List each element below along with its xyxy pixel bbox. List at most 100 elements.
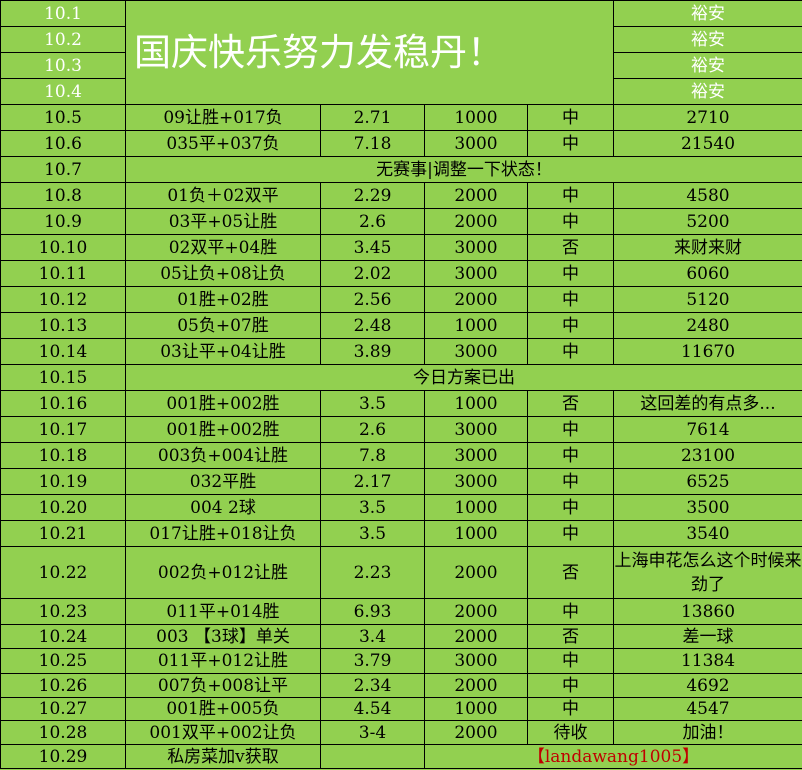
table-row: 10.11 05让负+08让负 2.02 3000 中 6060 [0, 260, 802, 287]
note-cell: 裕安 [613, 0, 802, 27]
stake-cell: 1000 [424, 104, 528, 131]
result-cell: 中 [527, 520, 614, 547]
odds-cell: 7.8 [320, 442, 425, 469]
stake-cell: 3000 [424, 260, 528, 287]
result-cell: 中 [527, 312, 614, 339]
date-cell: 10.13 [0, 312, 126, 339]
odds-cell: 2.56 [320, 286, 425, 313]
stake-cell: 3000 [424, 234, 528, 261]
odds-cell: 2.34 [320, 673, 425, 698]
pick-cell: 05负+07胜 [125, 312, 321, 339]
return-cell: 这回差的有点多... [613, 390, 802, 417]
return-cell: 2710 [613, 104, 802, 131]
date-cell: 10.21 [0, 520, 126, 547]
date-cell: 10.29 [0, 744, 126, 769]
stake-cell: 3000 [424, 130, 528, 157]
note-cell: 裕安 [613, 52, 802, 79]
merged-note-cell: 今日方案已出 [125, 364, 802, 391]
result-cell: 中 [527, 648, 614, 674]
table-row: 10.23 011平+014胜 6.93 2000 中 13860 [0, 598, 802, 625]
date-cell: 10.2 [0, 26, 126, 53]
odds-cell: 3.4 [320, 624, 425, 649]
pick-cell: 01胜+02胜 [125, 286, 321, 313]
odds-cell: 6.93 [320, 598, 425, 625]
return-cell: 11384 [613, 648, 802, 674]
return-cell: 差一球 [613, 624, 802, 649]
stake-cell: 1000 [424, 390, 528, 417]
date-cell: 10.18 [0, 442, 126, 469]
date-cell: 10.25 [0, 648, 126, 674]
stake-cell: 2000 [424, 208, 528, 235]
result-cell: 中 [527, 442, 614, 469]
return-cell: 3540 [613, 520, 802, 547]
date-cell: 10.28 [0, 720, 126, 745]
date-cell: 10.22 [0, 546, 126, 599]
table-row: 10.12 01胜+02胜 2.56 2000 中 5120 [0, 286, 802, 313]
stake-cell: 3000 [424, 648, 528, 674]
pick-cell: 001胜+005负 [125, 697, 321, 721]
table-row: 10.24 003 【3球】单关 3.4 2000 否差一球 [0, 624, 802, 649]
odds-cell: 2.71 [320, 104, 425, 131]
date-cell: 10.20 [0, 494, 126, 521]
return-cell: 加油！ [613, 720, 802, 745]
date-cell: 10.12 [0, 286, 126, 313]
result-cell: 中 [527, 130, 614, 157]
date-cell: 10.24 [0, 624, 126, 649]
result-cell: 否 [527, 624, 614, 649]
table-row: 10.13 05负+07胜 2.48 1000 中 2480 [0, 312, 802, 339]
date-cell: 10.19 [0, 468, 126, 495]
result-cell: 中 [527, 182, 614, 209]
pick-cell: 001双平+002让负 [125, 720, 321, 745]
table-row: 10.26 007负+008让平 2.34 2000 中 4692 [0, 673, 802, 698]
date-cell: 10.23 [0, 598, 126, 625]
table-row: 10.16 001胜+002胜 3.5 1000 否这回差的有点多... [0, 390, 802, 417]
table-row: 10.15 今日方案已出 [0, 364, 802, 391]
stake-cell: 2000 [424, 546, 528, 599]
return-cell: 4547 [613, 697, 802, 721]
date-cell: 10.4 [0, 78, 126, 105]
result-cell: 中 [527, 494, 614, 521]
pick-cell: 02双平+04胜 [125, 234, 321, 261]
odds-cell: 2.02 [320, 260, 425, 287]
date-cell: 10.14 [0, 338, 126, 365]
result-cell: 否 [527, 390, 614, 417]
pick-cell: 001胜+002胜 [125, 390, 321, 417]
stake-cell: 2000 [424, 182, 528, 209]
odds-cell: 2.6 [320, 208, 425, 235]
table-row: 10.18 003负+004让胜 7.8 3000 中 23100 [0, 442, 802, 469]
table-row: 10.7 无赛事|调整一下状态！ [0, 156, 802, 183]
result-cell: 中 [527, 416, 614, 443]
table-row: 10.6 035平+037负 7.18 3000 中 21540 [0, 130, 802, 157]
return-cell: 23100 [613, 442, 802, 469]
stake-cell: 2000 [424, 624, 528, 649]
odds-cell: 2.23 [320, 546, 425, 599]
result-cell: 中 [527, 697, 614, 721]
pick-cell: 035平+037负 [125, 130, 321, 157]
stake-cell: 1000 [424, 312, 528, 339]
date-cell: 10.5 [0, 104, 126, 131]
table-row: 10.9 03平+05让胜 2.6 2000 中 5200 [0, 208, 802, 235]
date-cell: 10.6 [0, 130, 126, 157]
result-cell: 中 [527, 338, 614, 365]
result-cell: 中 [527, 598, 614, 625]
date-cell: 10.7 [0, 156, 126, 183]
pick-cell: 03平+05让胜 [125, 208, 321, 235]
return-cell: 4580 [613, 182, 802, 209]
date-cell: 10.3 [0, 52, 126, 79]
stake-cell: 3000 [424, 338, 528, 365]
odds-cell: 3.5 [320, 494, 425, 521]
pick-cell: 011平+012让胜 [125, 648, 321, 674]
stake-cell: 3000 [424, 442, 528, 469]
return-cell: 13860 [613, 598, 802, 625]
stake-cell: 2000 [424, 598, 528, 625]
pick-cell: 007负+008让平 [125, 673, 321, 698]
pick-cell: 003负+004让胜 [125, 442, 321, 469]
result-cell: 中 [527, 673, 614, 698]
result-cell: 否 [527, 546, 614, 599]
pick-cell: 01负＋02双平 [125, 182, 321, 209]
return-cell: 2480 [613, 312, 802, 339]
odds-cell: 3.45 [320, 234, 425, 261]
result-cell: 中 [527, 104, 614, 131]
contact-cell: 【landawang1005】 [424, 744, 802, 769]
stake-cell: 2000 [424, 673, 528, 698]
